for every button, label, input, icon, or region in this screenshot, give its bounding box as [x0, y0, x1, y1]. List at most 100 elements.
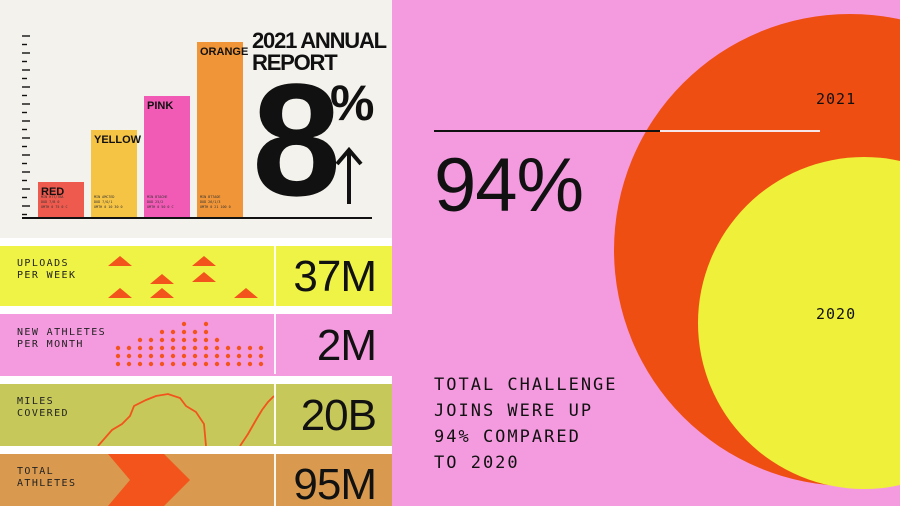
chevron-pattern [108, 454, 190, 506]
dot [225, 361, 231, 367]
dot [159, 329, 165, 335]
dot [137, 345, 143, 351]
dot [126, 361, 132, 367]
dot [214, 337, 220, 343]
bar-micro-label: OMTH 0 50 0 C [147, 205, 174, 209]
new-athletes-value: 2M [316, 321, 377, 370]
bar-red [38, 182, 84, 218]
dot [192, 345, 198, 351]
axis-ticks [22, 35, 30, 216]
total-athletes-value: 95M [293, 460, 377, 506]
big-digit: 8 [252, 50, 341, 229]
bar-micro-label: DUD 7/B 0 [41, 200, 59, 204]
route-line [239, 395, 275, 446]
description-line-4: TO 2020 [434, 453, 520, 473]
year-2020-label: 2020 [816, 305, 857, 323]
chevron-shape [108, 454, 190, 506]
dot [148, 337, 154, 343]
dot [247, 361, 253, 367]
bar-label: ORANGE [200, 46, 248, 58]
dot [159, 345, 165, 351]
triangle-pattern [108, 256, 258, 298]
bar-yellow [91, 130, 137, 218]
dot [236, 345, 242, 351]
dot [181, 321, 187, 327]
band-divider [274, 384, 276, 444]
dot [225, 353, 231, 359]
bar-micro-label: OMTH 0 10 30 0 [94, 205, 123, 209]
dot [258, 361, 264, 367]
description-line-1: TOTAL CHALLENGE [434, 375, 618, 395]
label-line-1: MILES [17, 396, 55, 407]
label-line-2: COVERED [17, 408, 69, 419]
band-gap [0, 446, 392, 454]
dot [203, 361, 209, 367]
bar-micro-label: MIN AMC7ED [94, 195, 114, 199]
dot [203, 321, 209, 327]
uploads-band: UPLOADS PER WEEK 37M [0, 246, 392, 306]
left-panel: RED MIN HTT/TBA DUD 7/B 0 OMTH 0 75 0 C YELL… [0, 0, 392, 506]
new-athletes-label: NEW ATHLETES PER MONTH [17, 327, 106, 351]
miles-value: 20B [300, 391, 377, 440]
dot [170, 345, 176, 351]
dot [159, 337, 165, 343]
band-gap [0, 238, 392, 246]
miles-band: MILES COVERED 20B [0, 384, 392, 446]
triangle-icon [108, 288, 132, 298]
dot [247, 353, 253, 359]
bar-micro-label: OMTH 0 21 100 0 [200, 205, 231, 209]
dot [236, 353, 242, 359]
dot [203, 353, 209, 359]
dot [137, 337, 143, 343]
dot [214, 345, 220, 351]
band-gap [0, 376, 392, 384]
dot [170, 361, 176, 367]
bar-micro-label: OMTH 0 75 0 C [41, 205, 68, 209]
description-line-3: 94% COMPARED [434, 427, 581, 447]
triangle-icon [192, 272, 216, 282]
dot [170, 329, 176, 335]
band-divider [274, 314, 276, 374]
description-line-2: JOINS WERE UP [434, 401, 594, 421]
band-divider [274, 454, 276, 506]
triangle-icon [234, 288, 258, 298]
dot [137, 353, 143, 359]
dot [126, 345, 132, 351]
dot [148, 361, 154, 367]
dot [115, 345, 121, 351]
dot [170, 353, 176, 359]
label-line-2: PER MONTH [17, 339, 84, 350]
triangle-icon [108, 256, 132, 266]
bar-micro-label: DUD 26/1/3 [200, 200, 220, 204]
label-line-1: UPLOADS [17, 258, 69, 269]
triangle-icon [150, 288, 174, 298]
bar-micro-label: DUD 7/O/1 [94, 200, 112, 204]
dot [203, 345, 209, 351]
mountain-line-pattern [97, 393, 275, 446]
total-athletes-band: TOTAL ATHLETES 95M [0, 454, 392, 506]
annual-report-card: RED MIN HTT/TBA DUD 7/B 0 OMTH 0 75 0 C YELL… [0, 0, 392, 238]
dot [203, 329, 209, 335]
bar-pink [144, 96, 190, 218]
dot [214, 353, 220, 359]
year-2021-label: 2021 [816, 90, 857, 108]
triangle-icon [150, 274, 174, 284]
dot [137, 361, 143, 367]
circle-2020 [698, 157, 900, 489]
dot [181, 345, 187, 351]
dot [181, 337, 187, 343]
bar-label: PINK [147, 100, 173, 112]
circle-comparison [434, 14, 900, 489]
up-arrow-icon [335, 146, 363, 204]
new-athletes-band: NEW ATHLETES PER MONTH 2M [0, 314, 392, 376]
route-line [97, 393, 207, 446]
label-line-2: ATHLETES [17, 478, 77, 489]
label-line-2: PER WEEK [17, 270, 77, 281]
uploads-label: UPLOADS PER WEEK [17, 258, 76, 282]
bar-label: RED [41, 186, 64, 198]
dot [148, 353, 154, 359]
dot [115, 361, 121, 367]
dot [258, 353, 264, 359]
